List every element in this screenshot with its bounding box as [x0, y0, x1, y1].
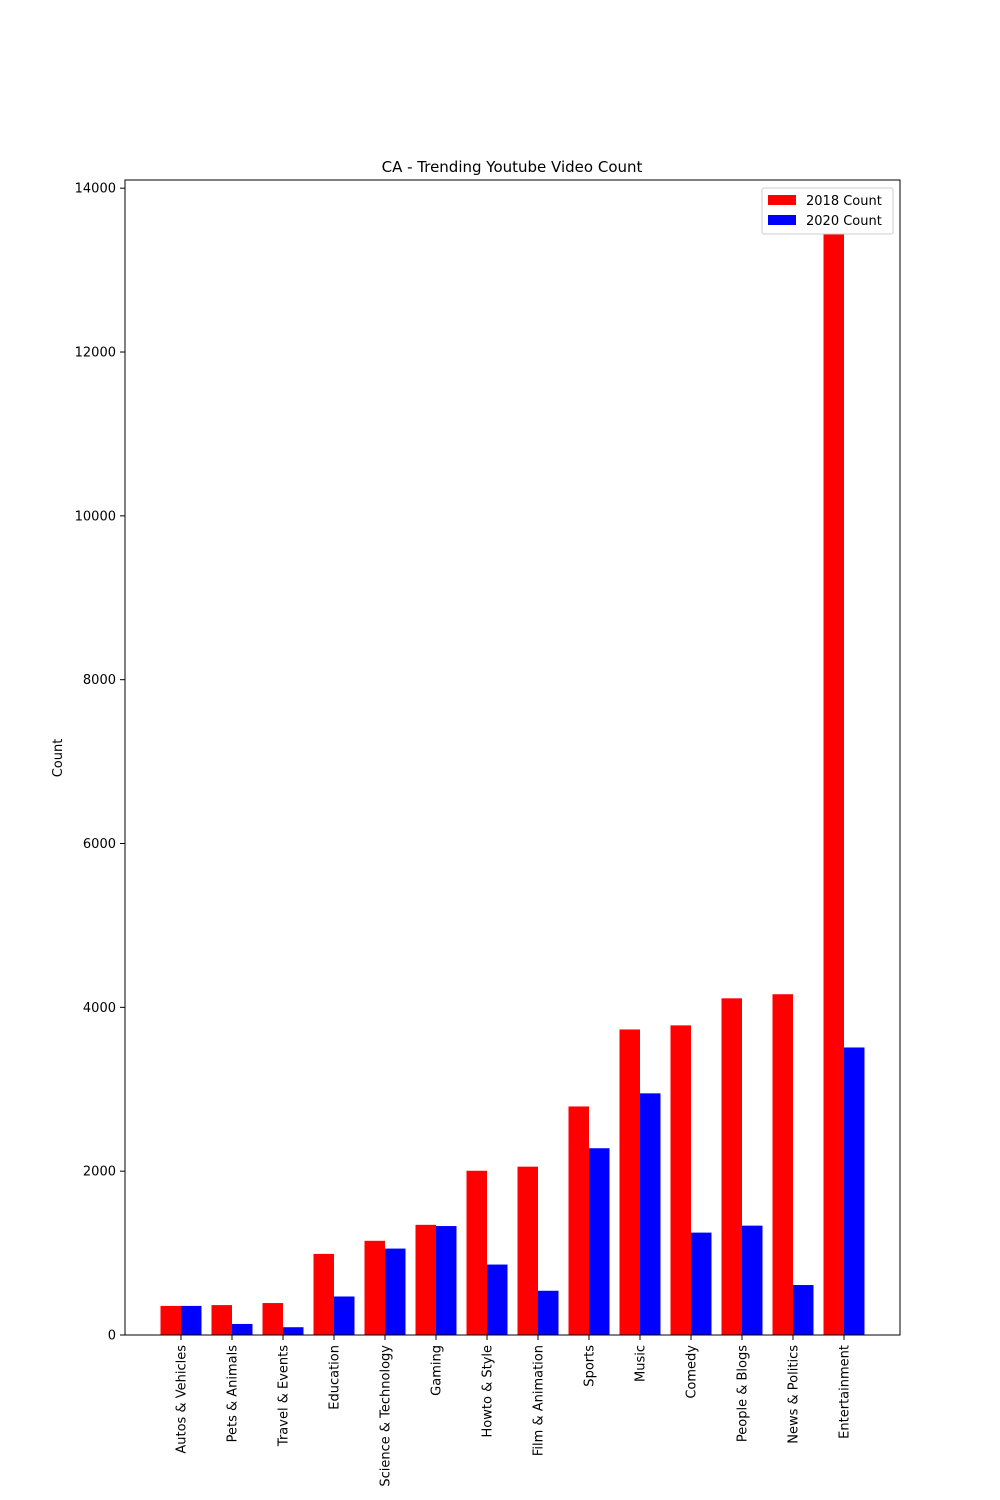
x-axis-ticks: Autos & Vehicles Pets & Animals Travel & E…	[175, 1335, 853, 1487]
legend-label-2: 2020 Count	[806, 214, 882, 229]
bar-series1-4	[364, 1240, 385, 1335]
bar-series2-10	[691, 1232, 712, 1335]
x-tick-label: News & Politics	[787, 1345, 802, 1444]
bar-series2-6	[487, 1264, 508, 1335]
bar-series2-11	[742, 1225, 763, 1335]
chart-title: CA - Trending Youtube Video Count	[382, 158, 643, 176]
bar-series2-9	[640, 1093, 661, 1335]
y-axis-ticks: 0 2000 4000 6000 8000 10000 12000 14000	[75, 182, 125, 1344]
bar-series2-0	[181, 1305, 202, 1335]
x-tick-label: Science & Technology	[379, 1345, 394, 1487]
x-tick-label: Education	[328, 1345, 343, 1410]
bar-series1-3	[313, 1253, 334, 1335]
y-tick-label: 12000	[75, 346, 116, 361]
legend: 2018 Count 2020 Count	[761, 187, 894, 235]
bar-series1-13	[823, 231, 844, 1335]
x-tick-label: Music	[634, 1345, 649, 1382]
bar-series2-12	[793, 1285, 814, 1335]
bar-series1-2	[262, 1303, 283, 1335]
bar-series1-5	[415, 1224, 436, 1335]
bar-series1-1	[211, 1305, 232, 1335]
bar-series2-3	[334, 1296, 355, 1335]
x-tick-label: Comedy	[685, 1345, 700, 1399]
y-tick-label: 0	[108, 1329, 116, 1344]
x-tick-label: Howto & Style	[481, 1345, 496, 1437]
bar-series2-1	[232, 1323, 253, 1335]
bar-series1-9	[619, 1029, 640, 1335]
x-tick-label: Autos & Vehicles	[175, 1345, 190, 1454]
bars-group	[160, 231, 865, 1335]
y-tick-label: 2000	[83, 1165, 116, 1180]
bar-series2-8	[589, 1148, 610, 1335]
bar-series1-12	[772, 994, 793, 1335]
x-tick-label: Gaming	[430, 1345, 445, 1396]
bar-series2-4	[385, 1248, 406, 1335]
legend-label-1: 2018 Count	[806, 194, 882, 209]
y-tick-label: 8000	[83, 673, 116, 688]
y-tick-label: 6000	[83, 837, 116, 852]
y-tick-label: 10000	[75, 509, 116, 524]
x-tick-label: Pets & Animals	[226, 1345, 241, 1443]
x-tick-label: People & Blogs	[736, 1345, 751, 1442]
bar-series2-7	[538, 1290, 559, 1335]
y-axis-label: Count	[51, 739, 66, 778]
y-tick-label: 4000	[83, 1001, 116, 1016]
bar-series2-2	[283, 1327, 304, 1335]
bar-series1-6	[466, 1170, 487, 1335]
bar-series1-10	[670, 1025, 691, 1335]
bar-series2-5	[436, 1226, 457, 1335]
x-tick-label: Sports	[583, 1345, 598, 1387]
x-tick-label: Travel & Events	[277, 1345, 292, 1447]
legend-swatch-1	[768, 195, 796, 205]
x-tick-label: Film & Animation	[532, 1345, 547, 1456]
bar-series1-8	[568, 1106, 589, 1335]
legend-swatch-2	[768, 215, 796, 225]
bar-series2-13	[844, 1047, 865, 1335]
bar-series1-0	[160, 1305, 181, 1335]
bar-series1-11	[721, 998, 742, 1335]
y-tick-label: 14000	[75, 182, 116, 197]
bar-series1-7	[517, 1166, 538, 1335]
x-tick-label: Entertainment	[838, 1345, 853, 1439]
plot-frame	[124, 179, 901, 1336]
